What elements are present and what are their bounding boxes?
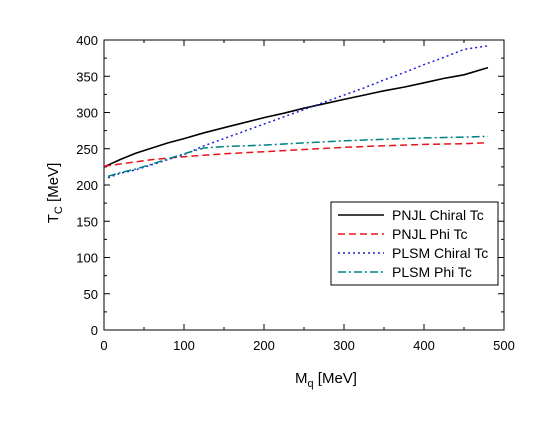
y-tick-label: 300 <box>76 106 98 121</box>
y-tick-label: 350 <box>76 69 98 84</box>
series-line-1 <box>103 66 489 168</box>
legend-box <box>330 201 499 286</box>
y-tick-label: 200 <box>76 178 98 193</box>
y-tick-label: 150 <box>76 214 98 229</box>
y-tick-label: 100 <box>76 251 98 266</box>
legend-label-1: PNJL Chiral Tc <box>392 207 484 223</box>
x-tick-label: 100 <box>173 338 195 353</box>
axis-ticks <box>103 39 505 331</box>
tick-labels: 0 100 200 300 400 500 0 50 100 150 200 250 300 350 400 <box>76 33 515 353</box>
series-line-2 <box>103 142 485 167</box>
legend-label-4: PLSM Phi Tc <box>392 264 472 280</box>
y-axis-title: TC [MeV] <box>45 163 65 223</box>
legend-label-3: PLSM Chiral Tc <box>392 245 488 261</box>
y-tick-label: 250 <box>76 142 98 157</box>
legend: PNJL Chiral Tc PNJL Phi Tc PLSM Chiral Tc P… <box>330 201 499 286</box>
y-tick-label: 50 <box>84 287 98 302</box>
series-lines <box>103 45 489 179</box>
legend-label-2: PNJL Phi Tc <box>392 226 467 242</box>
series-line-4 <box>107 135 489 178</box>
x-tick-label: 300 <box>333 338 355 353</box>
x-tick-label: 0 <box>100 338 107 353</box>
y-tick-label: 400 <box>76 33 98 48</box>
x-axis-title: Mq [MeV] <box>295 370 357 390</box>
y-tick-label: 0 <box>91 323 98 338</box>
x-tick-label: 400 <box>413 338 435 353</box>
x-tick-label: 200 <box>253 338 275 353</box>
plot-frame <box>103 39 505 331</box>
x-tick-label: 500 <box>493 338 515 353</box>
